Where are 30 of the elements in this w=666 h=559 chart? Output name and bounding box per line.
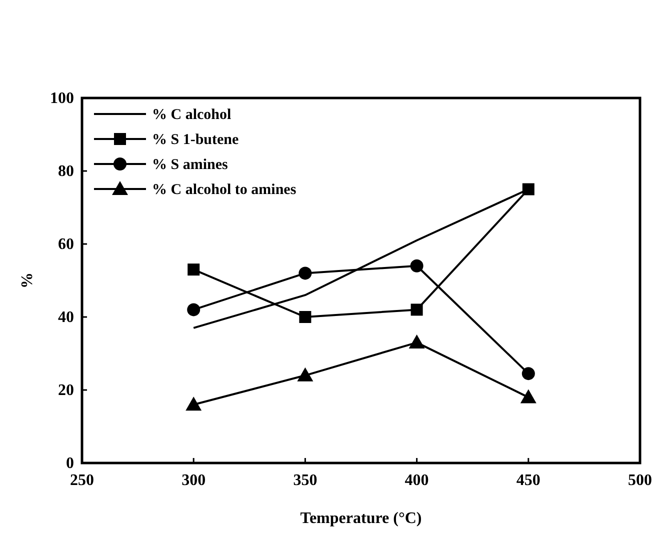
legend-label: % C alcohol to amines (152, 182, 296, 198)
x-tick-label: 500 (628, 472, 652, 489)
x-tick-label: 350 (293, 472, 318, 489)
point (522, 183, 534, 196)
x-tick-label: 250 (70, 472, 94, 489)
y-tick-label: 40 (58, 309, 74, 326)
point (410, 259, 424, 272)
legend-label: % C alcohol (152, 107, 232, 123)
point (299, 311, 312, 323)
point (298, 266, 312, 280)
legend-label: % S 1-butene (152, 132, 240, 148)
x-tick-label: 450 (516, 472, 540, 489)
x-tick-label: 300 (182, 472, 206, 489)
legend-label: % S amines (152, 157, 228, 173)
x-tick-label: 400 (404, 472, 429, 489)
point (297, 367, 314, 382)
y-tick-label: 20 (58, 382, 74, 399)
point (522, 367, 535, 380)
y-tick-label: 80 (58, 163, 74, 180)
y-tick-label: 60 (58, 236, 74, 253)
y-tick-label: 0 (66, 455, 74, 472)
point (520, 389, 536, 404)
y-tick-label: 100 (50, 90, 74, 107)
point (187, 303, 200, 316)
x-axis-title: Temperature (°C) (300, 510, 422, 527)
y-axis-title: % (19, 272, 36, 288)
point (186, 396, 202, 411)
point (188, 264, 200, 276)
point (410, 304, 423, 316)
point (408, 334, 425, 349)
